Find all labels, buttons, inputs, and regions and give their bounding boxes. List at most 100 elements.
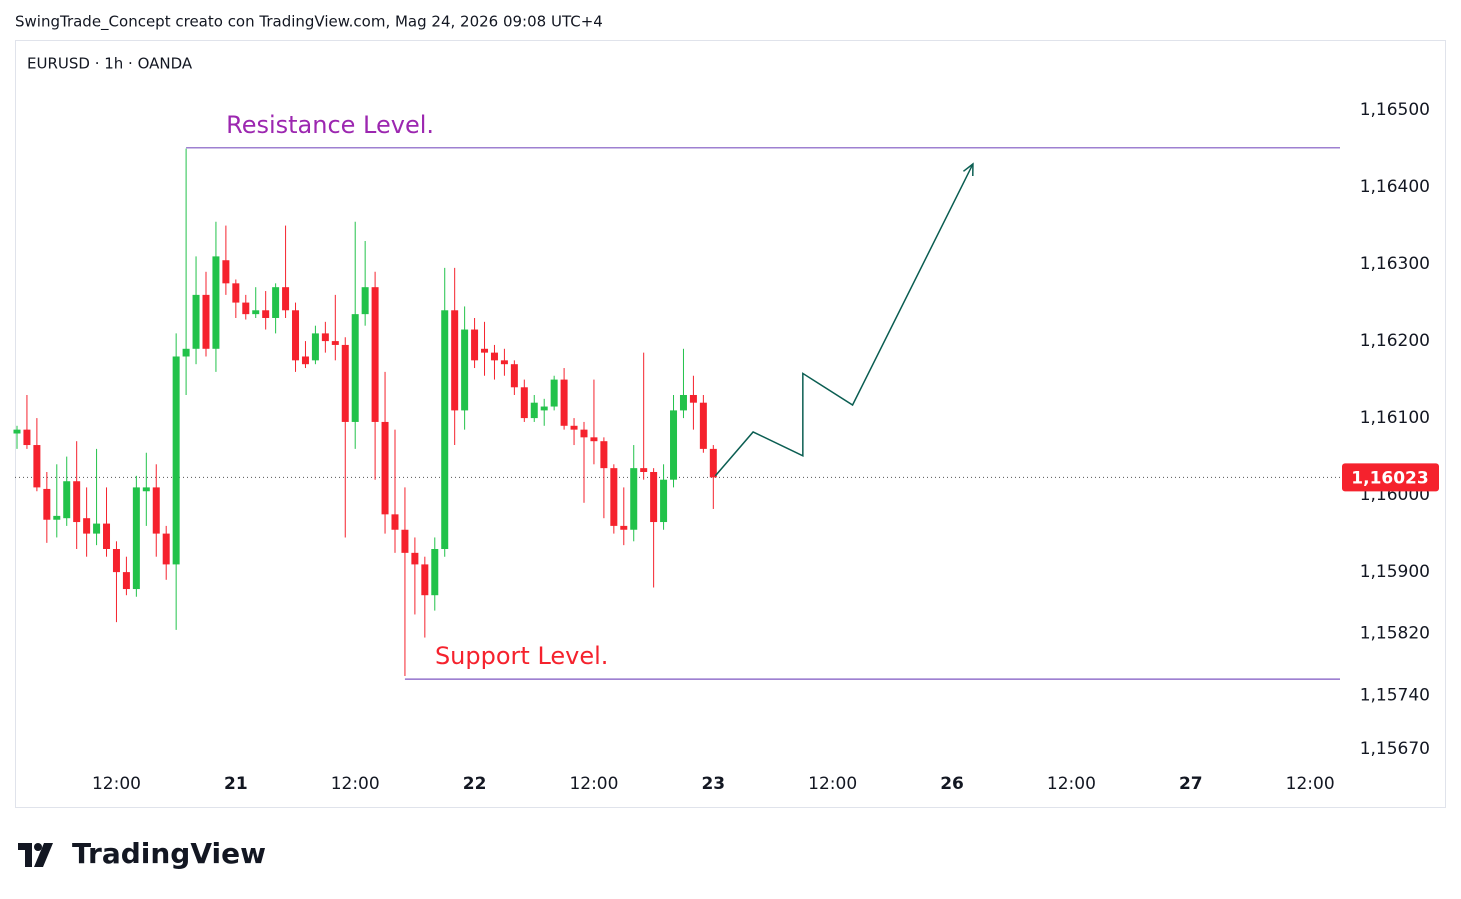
candle-body <box>311 333 319 361</box>
candle-body <box>212 256 220 349</box>
y-tick-label: 1,16200 <box>1360 331 1430 351</box>
candle-body <box>292 310 300 361</box>
candle-body <box>650 471 658 523</box>
symbol-title: EURUSD · 1h · OANDA <box>27 55 193 73</box>
logo-text: TradingView <box>72 837 266 870</box>
y-tick-label: 1,15740 <box>1360 685 1430 705</box>
candle-body <box>391 514 399 530</box>
candle-body <box>520 387 528 419</box>
candle-body <box>600 441 608 469</box>
candle-body <box>500 360 508 365</box>
candle-body <box>331 341 339 345</box>
candle-body <box>610 468 618 526</box>
candle-body <box>262 310 270 318</box>
candle-body <box>242 302 250 315</box>
candle-body <box>73 481 81 523</box>
candle-body <box>461 329 469 411</box>
chart-frame <box>15 40 1446 808</box>
x-tick-label: 26 <box>940 774 964 794</box>
candle-body <box>252 310 260 315</box>
candle-body <box>122 572 130 590</box>
candle-body <box>481 348 489 353</box>
candle-body <box>13 429 21 434</box>
candle-body <box>182 348 190 357</box>
candle-body <box>43 488 51 520</box>
candle-body <box>53 515 61 520</box>
y-tick-label: 1,16400 <box>1360 177 1430 197</box>
candle-body <box>670 410 678 480</box>
candle-body <box>371 287 379 422</box>
x-tick-label: 27 <box>1179 774 1203 794</box>
candle-body <box>351 314 359 422</box>
candle-body <box>401 529 409 553</box>
candle-body <box>202 294 210 349</box>
candle-body <box>162 533 170 565</box>
candle-body <box>381 421 389 515</box>
candle-body <box>411 552 419 565</box>
logo-part <box>18 843 32 867</box>
candle-body <box>112 548 120 573</box>
candle-body <box>93 523 101 534</box>
candle-body <box>660 479 668 523</box>
candle-body <box>441 310 449 549</box>
y-tick-label: 1,15900 <box>1360 562 1430 582</box>
x-tick-label: 21 <box>224 774 248 794</box>
last-price-tag <box>1342 463 1439 492</box>
candle-body <box>282 287 290 311</box>
candle-body <box>341 344 349 422</box>
candle-body <box>103 523 111 549</box>
candle-body <box>301 356 309 365</box>
candle-body <box>590 437 598 442</box>
logo-part <box>34 843 42 851</box>
y-tick-label: 1,16500 <box>1360 100 1430 120</box>
x-tick-label: 12:00 <box>92 774 141 794</box>
y-tick-label: 1,15820 <box>1360 624 1430 644</box>
candle-body <box>451 310 459 411</box>
projection-path <box>714 163 974 477</box>
candle-body <box>361 287 369 315</box>
candle-body <box>431 548 439 596</box>
x-tick-label: 12:00 <box>1286 774 1335 794</box>
logo-part <box>34 843 53 867</box>
candle-body <box>640 468 648 472</box>
candle-body <box>630 468 638 530</box>
x-tick-label: 12:00 <box>1047 774 1096 794</box>
candle-body <box>321 333 329 342</box>
candle-body <box>152 487 160 534</box>
candle-body <box>510 364 518 388</box>
y-tick-label: 1,15670 <box>1360 739 1430 759</box>
x-tick-label: 23 <box>701 774 725 794</box>
level-label: Resistance Level. <box>226 111 434 139</box>
x-tick-label: 12:00 <box>331 774 380 794</box>
candle-body <box>232 283 240 303</box>
candle-body <box>550 379 558 407</box>
logo-icon <box>18 843 53 867</box>
candle-body <box>421 564 429 596</box>
candle-body <box>192 294 200 349</box>
x-tick-label: 12:00 <box>808 774 857 794</box>
candle-body <box>83 518 91 534</box>
candle-body <box>490 352 498 361</box>
candle-body <box>272 287 280 318</box>
x-tick-label: 22 <box>463 774 487 794</box>
candle-body <box>540 406 548 411</box>
candle-body <box>142 487 150 492</box>
header: SwingTrade_Concept creato con TradingVie… <box>15 13 603 32</box>
candle-body <box>560 379 568 426</box>
y-tick-label: 1,16100 <box>1360 408 1430 428</box>
candle-body <box>699 402 707 449</box>
candle-body <box>172 356 180 565</box>
last-price-label: 1,16023 <box>1351 468 1428 488</box>
level-label: Support Level. <box>435 642 608 670</box>
y-tick-label: 1,16300 <box>1360 254 1430 274</box>
x-tick-label: 12:00 <box>569 774 618 794</box>
candle-body <box>620 525 628 530</box>
candle-body <box>709 448 717 478</box>
candle-body <box>33 445 41 488</box>
candle-body <box>471 329 479 361</box>
arrow-head <box>962 162 974 176</box>
candle-body <box>580 429 588 438</box>
candle-body <box>689 394 697 403</box>
